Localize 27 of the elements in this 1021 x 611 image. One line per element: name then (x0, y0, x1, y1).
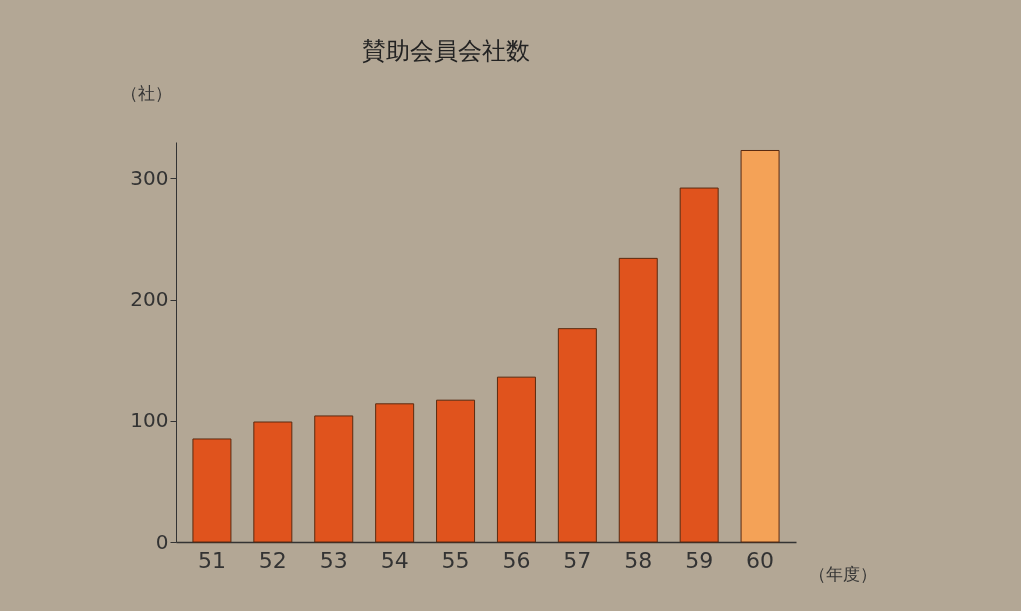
x-tick-label: 57 (563, 547, 592, 573)
x-tick-label: 56 (502, 547, 531, 573)
x-tick-label: 51 (197, 547, 226, 573)
x-tick-label: 55 (441, 547, 470, 573)
bar (253, 421, 293, 543)
x-tick-label: 52 (258, 547, 287, 573)
x-tick-label: 59 (685, 547, 714, 573)
x-tick-label: 60 (746, 547, 775, 573)
y-tick-label: 300 (130, 165, 169, 190)
bar (618, 257, 658, 543)
y-tick-label: 200 (130, 287, 169, 312)
chart-title: 賛助会員会社数 (362, 37, 530, 65)
bar (192, 438, 232, 543)
x-tick-label: 54 (380, 547, 409, 573)
y-tick-label: 100 (130, 408, 169, 433)
y-tick-label: 0 (155, 529, 169, 554)
y-axis-title: （社） (121, 82, 172, 103)
bar (557, 328, 597, 543)
bar (436, 399, 476, 543)
bar (496, 376, 536, 543)
bar (740, 149, 780, 543)
x-tick-label: 58 (624, 547, 653, 573)
bar (679, 187, 719, 543)
bar (314, 415, 354, 543)
x-tick-label: 53 (319, 547, 348, 573)
x-axis-title: （年度） (808, 563, 877, 584)
bar (375, 403, 415, 543)
